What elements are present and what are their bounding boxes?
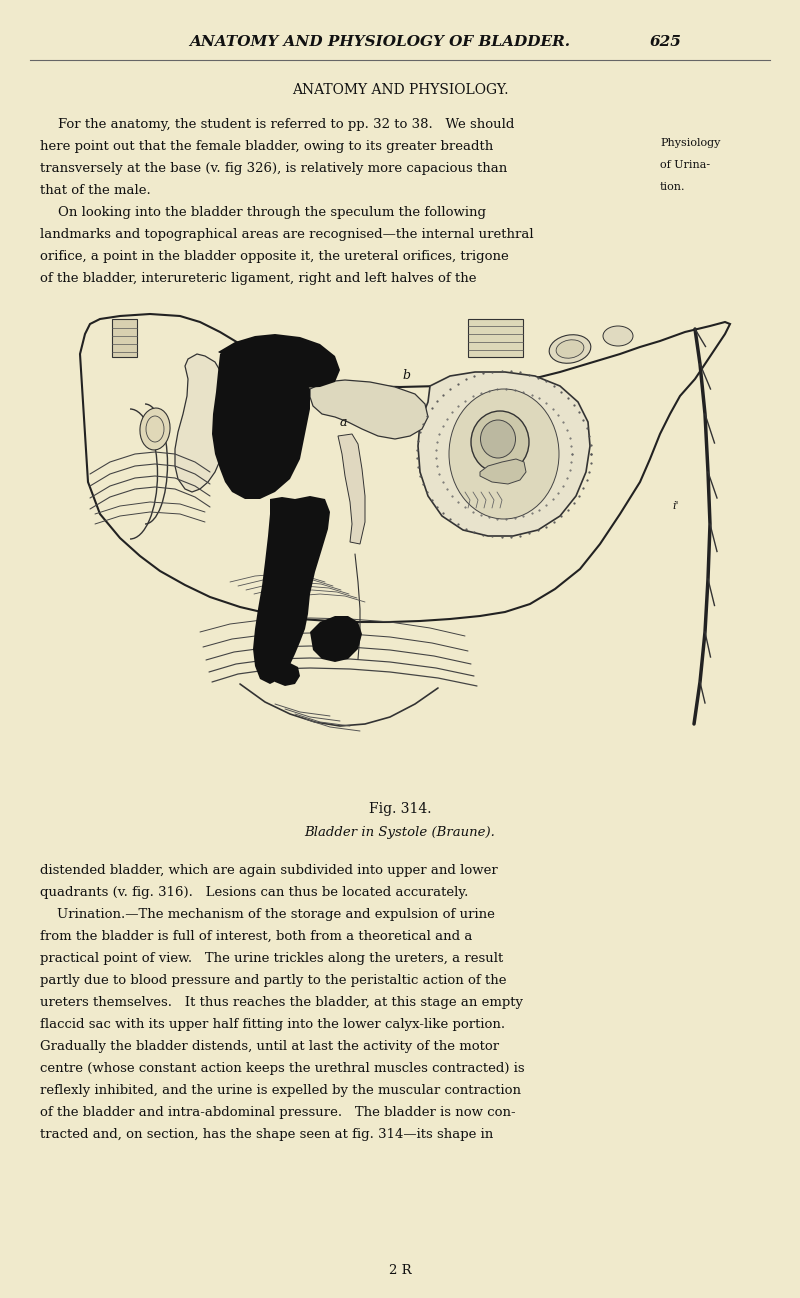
Ellipse shape [471,411,529,472]
Bar [468,319,523,357]
Polygon shape [253,496,330,684]
Text: centre (whose constant action keeps the urethral muscles contracted) is: centre (whose constant action keeps the … [40,1062,525,1075]
Bar [112,319,137,357]
Text: ANATOMY AND PHYSIOLOGY OF BLADDER.: ANATOMY AND PHYSIOLOGY OF BLADDER. [190,35,570,49]
Text: For the anatomy, the student is referred to pp. 32 to 38.   We should: For the anatomy, the student is referred… [58,118,514,131]
Polygon shape [418,373,590,536]
Polygon shape [175,354,230,492]
Text: practical point of view.   The urine trickles along the ureters, a result: practical point of view. The urine trick… [40,951,503,964]
Text: orifice, a point in the bladder opposite it, the ureteral orifices, trigone: orifice, a point in the bladder opposite… [40,251,509,263]
Polygon shape [310,380,428,439]
Text: Gradually the bladder distends, until at last the activity of the motor: Gradually the bladder distends, until at… [40,1040,499,1053]
Text: quadrants (v. fig. 316).   Lesions can thus be located accurately.: quadrants (v. fig. 316). Lesions can thu… [40,887,468,900]
Text: i': i' [672,501,678,511]
Text: c: c [283,539,290,552]
Text: ureters themselves.   It thus reaches the bladder, at this stage an empty: ureters themselves. It thus reaches the … [40,996,523,1009]
Text: b: b [402,369,410,382]
Text: Fig. 314.: Fig. 314. [369,802,431,816]
Text: 2 R: 2 R [389,1263,411,1276]
Polygon shape [272,662,300,687]
Polygon shape [212,344,310,498]
Text: of Urina-: of Urina- [660,160,710,170]
Text: here point out that the female bladder, owing to its greater breadth: here point out that the female bladder, … [40,140,494,153]
Text: partly due to blood pressure and partly to the peristaltic action of the: partly due to blood pressure and partly … [40,974,506,986]
Text: landmarks and topographical areas are recognised—the internal urethral: landmarks and topographical areas are re… [40,228,534,241]
Text: of the bladder and intra-abdominal pressure.   The bladder is now con-: of the bladder and intra-abdominal press… [40,1106,516,1119]
Text: flaccid sac with its upper half fitting into the lower calyx-like portion.: flaccid sac with its upper half fitting … [40,1018,505,1031]
Text: d: d [265,411,273,424]
Text: distended bladder, which are again subdivided into upper and lower: distended bladder, which are again subdi… [40,864,498,877]
Text: tion.: tion. [660,182,686,192]
Text: transversely at the base (v. fig 326), is relatively more capacious than: transversely at the base (v. fig 326), i… [40,162,507,175]
Polygon shape [80,314,730,622]
Polygon shape [338,434,365,544]
Text: Physiology: Physiology [660,138,720,148]
Text: from the bladder is full of interest, both from a theoretical and a: from the bladder is full of interest, bo… [40,929,472,944]
Ellipse shape [140,408,170,450]
Ellipse shape [556,340,584,358]
Polygon shape [310,617,362,662]
Text: a: a [340,415,347,430]
Ellipse shape [603,326,633,347]
Text: ANATOMY AND PHYSIOLOGY.: ANATOMY AND PHYSIOLOGY. [292,83,508,97]
Text: that of the male.: that of the male. [40,184,150,197]
Ellipse shape [549,335,591,363]
Text: 625: 625 [650,35,682,49]
Text: reflexly inhibited, and the urine is expelled by the muscular contraction: reflexly inhibited, and the urine is exp… [40,1084,521,1097]
Text: On looking into the bladder through the speculum the following: On looking into the bladder through the … [58,206,486,219]
Text: of the bladder, interureteric ligament, right and left halves of the: of the bladder, interureteric ligament, … [40,273,477,286]
Text: Urination.—The mechanism of the storage and expulsion of urine: Urination.—The mechanism of the storage … [40,909,495,922]
Polygon shape [218,334,340,388]
Polygon shape [480,459,526,484]
Text: Bladder in Systole (Braune).: Bladder in Systole (Braune). [305,826,495,839]
Text: tracted and, on section, has the shape seen at fig. 314—its shape in: tracted and, on section, has the shape s… [40,1128,494,1141]
Ellipse shape [481,421,515,458]
Ellipse shape [449,389,559,519]
